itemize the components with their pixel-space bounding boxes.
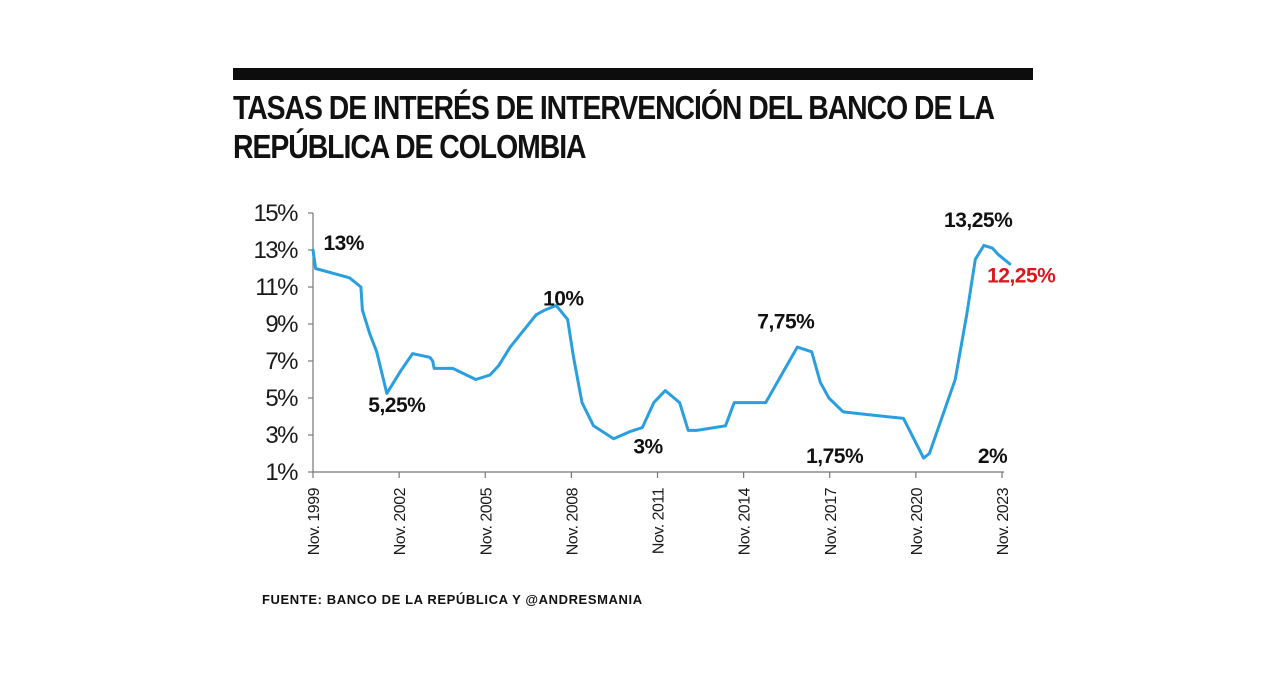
y-tick-label: 9% (265, 311, 298, 338)
x-tick-label: Nov. 1999 (306, 487, 323, 555)
x-tick-label: Nov. 2008 (564, 487, 581, 555)
y-tick-label: 7% (265, 348, 298, 375)
x-tick-label: Nov. 2005 (478, 487, 495, 555)
data-label: 13% (323, 232, 364, 255)
x-tick-labels: Nov. 1999 Nov. 2002 Nov. 2005 Nov. 2008 Nov.… (306, 487, 1012, 555)
data-label: 10% (543, 288, 584, 311)
series-line (311, 243, 1012, 460)
data-label: 12,25% (987, 264, 1056, 287)
data-label: 1,75% (806, 445, 864, 468)
series-lines (311, 243, 1012, 460)
x-tick-label: Nov. 2011 (651, 487, 668, 554)
y-tick-label: 13% (253, 237, 298, 264)
data-label: 3% (633, 436, 663, 459)
chart-title-line-1: TASAS DE INTERÉS DE INTERVENCIÓN DEL BAN… (233, 89, 995, 126)
data-label: 13,25% (944, 209, 1013, 232)
y-tick-label: 1% (265, 459, 298, 486)
y-tick-labels: 1% 3% 5% 7% 9% 11% 13% 15% (253, 200, 299, 486)
y-tick-label: 15% (253, 200, 298, 227)
y-tick-label: 11% (255, 274, 298, 301)
chart-title: TASAS DE INTERÉS DE INTERVENCIÓN DEL BAN… (233, 88, 995, 166)
x-tick-label: Nov. 2017 (823, 487, 840, 555)
x-tick-label: Nov. 2002 (392, 487, 409, 555)
data-label: 7,75% (757, 311, 815, 334)
data-annotations: 13% 5,25% 10% 3% 7,75% 1,75% 2% 13,25% 12,25% (323, 209, 1056, 468)
x-tick-label: Nov. 2020 (909, 487, 926, 555)
chart-title-line-2: REPÚBLICA DE COLOMBIA (233, 128, 587, 165)
top-rule (233, 68, 1033, 80)
x-tick-label: Nov. 2014 (737, 487, 754, 555)
data-label: 5,25% (368, 394, 426, 417)
y-tick-label: 3% (265, 422, 298, 449)
y-tick-label: 5% (265, 385, 298, 412)
x-tick-label: Nov. 2023 (995, 487, 1012, 555)
source-note: FUENTE: BANCO DE LA REPÚBLICA Y @ANDRESM… (262, 592, 643, 607)
data-label: 2% (978, 445, 1008, 468)
